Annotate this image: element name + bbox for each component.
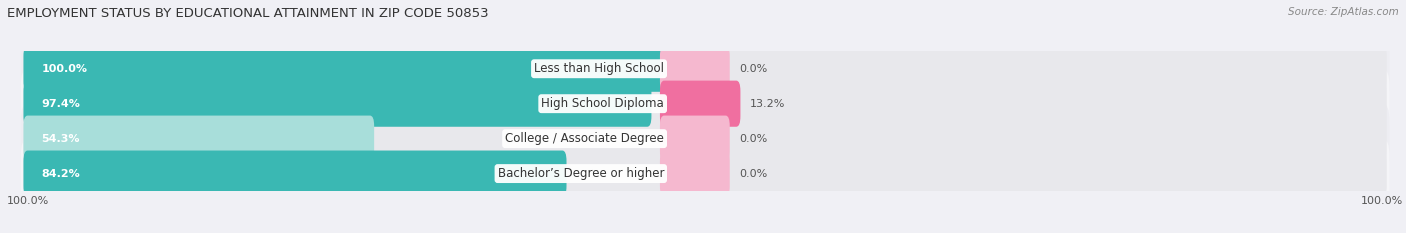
Text: Source: ZipAtlas.com: Source: ZipAtlas.com (1288, 7, 1399, 17)
Text: 54.3%: 54.3% (41, 134, 80, 144)
FancyBboxPatch shape (659, 151, 730, 197)
FancyBboxPatch shape (659, 46, 1386, 92)
Text: 100.0%: 100.0% (1361, 196, 1403, 206)
FancyBboxPatch shape (21, 34, 1389, 104)
FancyBboxPatch shape (21, 139, 1389, 209)
FancyBboxPatch shape (659, 81, 741, 127)
Text: 97.4%: 97.4% (41, 99, 80, 109)
Text: 0.0%: 0.0% (740, 134, 768, 144)
FancyBboxPatch shape (659, 116, 730, 162)
FancyBboxPatch shape (659, 81, 1386, 127)
FancyBboxPatch shape (21, 69, 1389, 139)
Text: Bachelor’s Degree or higher: Bachelor’s Degree or higher (498, 167, 664, 180)
Text: 13.2%: 13.2% (749, 99, 786, 109)
FancyBboxPatch shape (21, 104, 1389, 174)
FancyBboxPatch shape (24, 81, 668, 127)
FancyBboxPatch shape (24, 46, 668, 92)
FancyBboxPatch shape (659, 116, 1386, 162)
Text: 0.0%: 0.0% (740, 64, 768, 74)
Text: High School Diploma: High School Diploma (541, 97, 664, 110)
Text: 100.0%: 100.0% (7, 196, 49, 206)
FancyBboxPatch shape (24, 151, 567, 197)
Text: 0.0%: 0.0% (740, 169, 768, 178)
Text: Less than High School: Less than High School (534, 62, 664, 75)
Text: 100.0%: 100.0% (41, 64, 87, 74)
FancyBboxPatch shape (659, 46, 730, 92)
Text: College / Associate Degree: College / Associate Degree (505, 132, 664, 145)
FancyBboxPatch shape (24, 81, 651, 127)
FancyBboxPatch shape (659, 151, 1386, 197)
FancyBboxPatch shape (24, 116, 668, 162)
FancyBboxPatch shape (24, 151, 668, 197)
Text: 84.2%: 84.2% (41, 169, 80, 178)
FancyBboxPatch shape (24, 116, 374, 162)
FancyBboxPatch shape (24, 46, 668, 92)
Text: EMPLOYMENT STATUS BY EDUCATIONAL ATTAINMENT IN ZIP CODE 50853: EMPLOYMENT STATUS BY EDUCATIONAL ATTAINM… (7, 7, 489, 20)
